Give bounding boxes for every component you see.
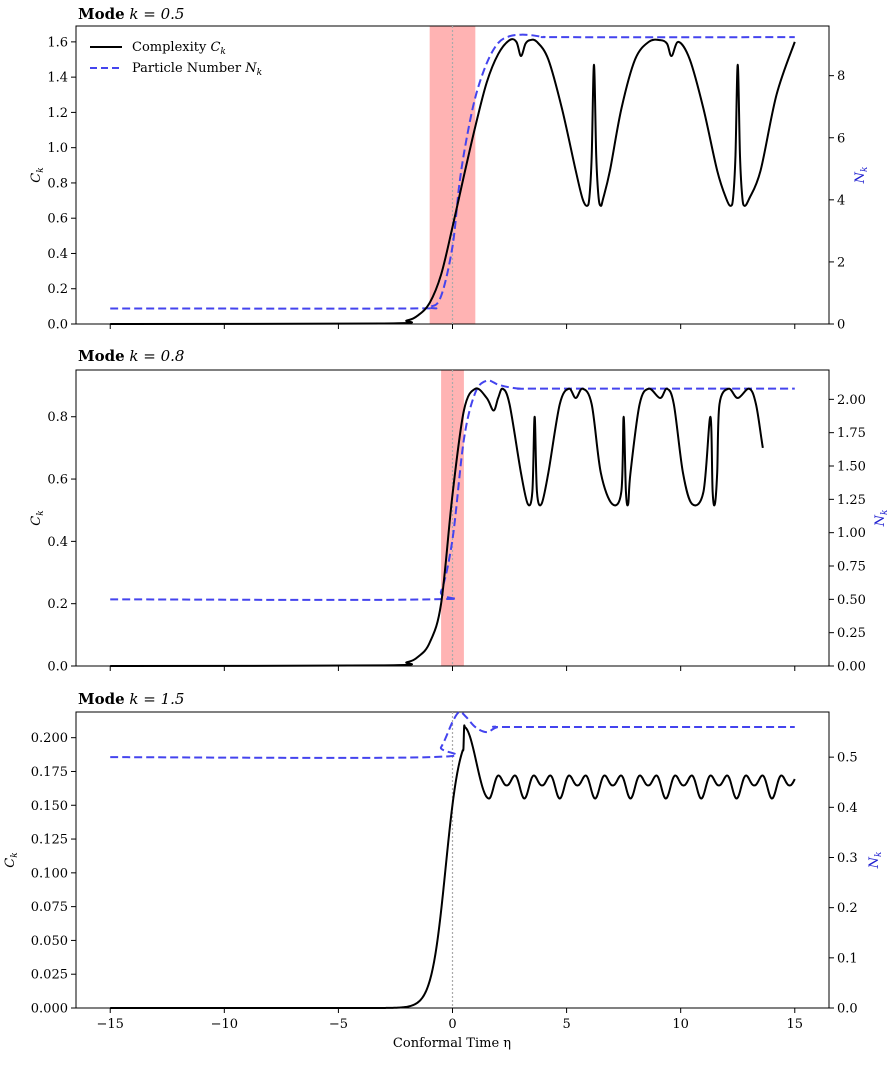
panel-2-complexity-line — [110, 387, 764, 667]
left-tick-label: 0.4 — [47, 247, 68, 262]
panel-1-complexity-line — [110, 38, 796, 325]
x-tick-label: −5 — [329, 1017, 348, 1032]
panel-2: Mode k = 0.8 0.0 0.2 0.4 0.6 0.8 0.00 0.25 0.5… — [29, 347, 890, 675]
panel-1-x-ticks — [109, 324, 796, 329]
left-tick-label: 0.100 — [31, 866, 68, 881]
panel-1-particle-number-line — [110, 33, 795, 310]
x-tick-label: 10 — [672, 1017, 689, 1032]
panel-1-left-ticks: 0.0 0.2 0.4 0.6 0.8 1.0 1.2 1.4 1.6 — [47, 35, 76, 333]
left-tick-label: 0.0 — [47, 660, 68, 675]
left-tick-label: 0.8 — [47, 410, 68, 425]
panel-1-left-axis-label: Ck — [29, 167, 46, 182]
panel-2-right-ticks: 0.00 0.25 0.50 0.75 1.00 1.25 1.50 1.75 2.00 — [829, 393, 866, 675]
panel-3-right-ticks: 0.0 0.1 0.2 0.3 0.4 0.5 — [829, 751, 858, 1017]
left-tick-label: 0.150 — [31, 799, 68, 814]
right-tick-label: 0.1 — [837, 951, 858, 966]
right-tick-label: 2.00 — [837, 393, 866, 408]
legend-particle-number-label: Particle Number Nk — [132, 61, 262, 78]
left-tick-label: 0.6 — [47, 212, 68, 227]
panel-3-right-axis-label: Nk — [867, 852, 884, 870]
panel-1-title: Mode k = 0.5 — [78, 5, 184, 23]
right-tick-label: 0.2 — [837, 901, 858, 916]
panel-2-title: Mode k = 0.8 — [78, 347, 184, 365]
right-tick-label: 0.0 — [837, 1002, 858, 1017]
right-tick-label: 0.4 — [837, 801, 858, 816]
left-tick-label: 0.075 — [31, 900, 68, 915]
panel-2-x-ticks — [109, 666, 796, 671]
x-tick-label: 5 — [562, 1017, 570, 1032]
left-tick-label: 0.2 — [47, 282, 68, 297]
panel-1-right-axis-label: Nk — [853, 167, 870, 185]
left-tick-label: 0.025 — [31, 968, 68, 983]
left-tick-label: 1.0 — [47, 141, 68, 156]
panel-1-right-ticks: 0 2 4 6 8 — [829, 69, 845, 333]
x-tick-label: −15 — [97, 1017, 124, 1032]
panel-2-left-ticks: 0.0 0.2 0.4 0.6 0.8 — [47, 410, 76, 675]
right-tick-label: 1.50 — [837, 460, 866, 475]
panel-3-x-ticks: −15 −10 −5 0 5 10 15 — [97, 1008, 803, 1032]
panel-3-left-ticks: 0.000 0.025 0.050 0.075 0.100 0.125 0.150 0.175… — [31, 731, 76, 1017]
right-tick-label: 1.00 — [837, 526, 866, 541]
right-tick-label: 0.00 — [837, 660, 866, 675]
right-tick-label: 1.25 — [837, 493, 866, 508]
left-tick-label: 0.200 — [31, 731, 68, 746]
right-tick-label: 0.75 — [837, 560, 866, 575]
right-tick-label: 8 — [837, 69, 845, 84]
left-tick-label: 0.4 — [47, 535, 68, 550]
legend-complexity-label: Complexity Ck — [132, 40, 226, 57]
left-tick-label: 0.000 — [31, 1002, 68, 1017]
x-axis-label: Conformal Time η — [393, 1036, 511, 1051]
left-tick-label: 0.050 — [31, 934, 68, 949]
panel-2-left-axis-label: Ck — [29, 510, 46, 525]
panel-3: Mode k = 1.5 0.0000.0250.0500.0750.1000.… — [3, 690, 884, 1051]
left-tick-label: 0.175 — [31, 765, 68, 780]
panel-3-left-axis-label: Ck — [3, 852, 20, 867]
x-tick-label: 0 — [448, 1017, 456, 1032]
left-tick-label: 1.4 — [47, 71, 68, 86]
right-tick-label: 0.5 — [837, 751, 858, 766]
left-tick-label: 1.2 — [47, 106, 68, 121]
left-tick-label: 0.6 — [47, 473, 68, 488]
right-tick-label: 2 — [837, 255, 845, 270]
right-tick-label: 0.3 — [837, 851, 858, 866]
legend: Complexity Ck Particle Number Nk — [90, 40, 262, 78]
panel-2-particle-number-line — [110, 379, 795, 601]
right-tick-label: 0.25 — [837, 626, 866, 641]
left-tick-label: 1.6 — [47, 35, 68, 50]
panel-3-title: Mode k = 1.5 — [78, 690, 184, 708]
panel-3-particle-number-line — [110, 710, 795, 759]
x-tick-label: 15 — [786, 1017, 803, 1032]
left-tick-label: 0.0 — [47, 318, 68, 333]
panel-3-complexity-line — [110, 724, 796, 1009]
right-tick-label: 0.50 — [837, 593, 866, 608]
left-tick-label: 0.2 — [47, 597, 68, 612]
right-tick-label: 1.75 — [837, 426, 866, 441]
right-tick-label: 0 — [837, 318, 845, 333]
right-tick-label: 4 — [837, 193, 845, 208]
x-tick-label: −10 — [211, 1017, 238, 1032]
right-tick-label: 6 — [837, 131, 845, 146]
left-tick-label: 0.125 — [31, 833, 68, 848]
panel-2-right-axis-label: Nk — [873, 510, 890, 528]
panel-1: Mode k = 0.5 0.0 0.2 0.4 0.6 0.8 1.0 1.2 1.4 1.6… — [29, 5, 870, 333]
left-tick-label: 0.8 — [47, 176, 68, 191]
